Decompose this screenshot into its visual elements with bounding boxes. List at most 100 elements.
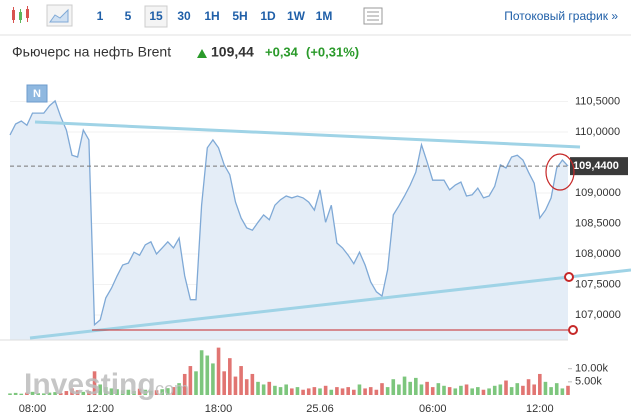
volume-bar	[233, 376, 238, 395]
volume-bar	[543, 381, 548, 395]
volume-bar	[509, 387, 514, 395]
price: 109,44	[211, 44, 254, 60]
volume-bar	[182, 373, 187, 395]
volume-bar	[132, 391, 136, 395]
volume-bar	[526, 379, 531, 395]
volume-bar	[104, 387, 108, 395]
candle-icon[interactable]	[12, 6, 29, 23]
volume-bar	[340, 388, 345, 395]
volume-bar	[368, 387, 373, 395]
instrument-name: Фьючерс на нефть Brent	[12, 44, 171, 60]
volume-bar	[408, 381, 412, 395]
volume-bar	[318, 388, 322, 395]
volume-bar	[295, 387, 300, 395]
volume-bar	[137, 388, 142, 395]
area-icon[interactable]	[46, 4, 73, 27]
volume-bar	[109, 388, 114, 395]
last-price-box	[570, 157, 628, 176]
volume-bar	[154, 390, 159, 395]
volume-bar	[267, 381, 272, 395]
change-percent: (+0,31%)	[306, 44, 359, 59]
volume-bar	[98, 384, 102, 395]
volume-bar	[216, 347, 221, 395]
volume-bar	[464, 384, 469, 395]
interval-button[interactable]: 15	[149, 9, 163, 23]
volume-bar	[402, 376, 407, 395]
volume-bar	[30, 391, 35, 395]
area-fill	[10, 100, 568, 341]
volume-bar	[566, 385, 570, 395]
interval-button[interactable]: 1	[97, 9, 104, 23]
volume-bar	[397, 384, 401, 395]
interval-button[interactable]: 1W	[287, 9, 306, 23]
volume-bar	[301, 389, 305, 395]
volume-bar	[256, 381, 260, 395]
stream-link[interactable]: Потоковый график »	[504, 9, 618, 23]
volume-bar	[554, 383, 559, 395]
volume-bar	[70, 388, 74, 395]
interval-button[interactable]: 30	[177, 9, 191, 23]
volume-bar	[515, 383, 520, 395]
volume-bar	[149, 390, 153, 395]
volume-bar	[58, 392, 63, 395]
volume-bar	[374, 389, 379, 395]
volume-bar	[312, 387, 317, 395]
last-price-label: 109,4400	[573, 160, 619, 172]
volume-bar	[13, 392, 18, 395]
volume-tick-label: 10.00k	[575, 363, 609, 375]
volume-bar	[521, 385, 525, 395]
volume-bar	[487, 388, 491, 395]
x-tick-label: 08:00	[19, 403, 47, 415]
interval-button[interactable]: 1D	[260, 9, 276, 23]
volume-bar	[419, 384, 424, 395]
volume-bar	[42, 393, 46, 395]
volume-bar	[498, 384, 503, 395]
interval-button[interactable]: 1M	[316, 9, 333, 23]
volume-bar	[211, 363, 215, 395]
volume-bar	[160, 389, 164, 395]
volume-bar	[126, 389, 131, 395]
volume-bar	[278, 387, 283, 395]
x-tick-label: 12:00	[526, 403, 554, 415]
volume-bar	[25, 392, 29, 395]
trend-line	[29, 268, 631, 340]
x-tick-label: 25.06	[306, 403, 334, 415]
volume-bar	[120, 390, 125, 395]
volume-bar	[188, 366, 193, 395]
volume-bar	[391, 379, 396, 395]
settings-icon[interactable]	[363, 7, 383, 25]
volume-bar	[380, 383, 384, 395]
volume-bar	[492, 385, 497, 395]
volume-bar	[284, 384, 288, 395]
volume-bar	[329, 389, 334, 395]
y-tick-label: 110,5000	[575, 95, 620, 107]
volume-bar	[352, 389, 356, 395]
y-tick-label: 108,0000	[575, 248, 621, 260]
volume-bar	[171, 387, 176, 395]
volume-bar	[19, 393, 24, 395]
volume-bar	[323, 385, 328, 395]
volume-bar	[476, 387, 480, 395]
volume-bar	[357, 384, 362, 395]
volume-bar	[335, 387, 339, 395]
plot: 107,0000 107,5000 108,0000 108,5000 109,0000…	[0, 84, 628, 415]
price-line	[9, 99, 569, 327]
volume-bar	[205, 355, 210, 395]
volume-bar	[250, 373, 255, 395]
volume-bar	[36, 393, 40, 395]
volume-bar	[244, 379, 249, 395]
volume-bar	[470, 388, 474, 395]
interval-button[interactable]: 5H	[232, 9, 247, 23]
x-tick-label: 06:00	[419, 403, 447, 415]
volume-bar	[425, 381, 429, 395]
volume-bar	[363, 388, 367, 395]
event-badge	[26, 84, 48, 103]
interval-button[interactable]: 5	[125, 9, 132, 23]
volume-bar	[143, 389, 148, 395]
volume-bar	[430, 387, 435, 395]
interval-button[interactable]: 1H	[204, 9, 219, 23]
change: +0,34	[265, 44, 299, 59]
volume-bar	[261, 384, 266, 395]
volume-bar	[306, 388, 311, 395]
